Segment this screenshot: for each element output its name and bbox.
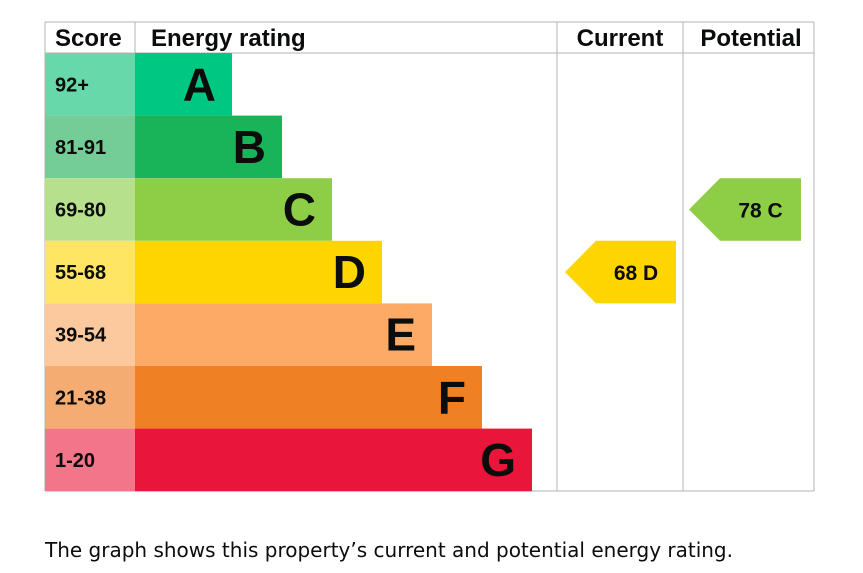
band-bar-a	[135, 53, 232, 116]
band-letter-f: F	[438, 371, 466, 423]
score-range-a: 92+	[55, 74, 89, 96]
band-bar-e	[135, 303, 432, 366]
band-letter-d: D	[333, 246, 366, 298]
score-cell-a	[45, 53, 135, 116]
band-bar-g	[135, 428, 532, 492]
current-header: Current	[577, 25, 664, 52]
band-bar-c	[135, 178, 332, 241]
score-range-d: 55-68	[55, 262, 106, 284]
current-rating-arrow	[565, 240, 676, 304]
band-letter-e: E	[385, 309, 416, 361]
score-cell-f	[45, 366, 135, 429]
score-cell-g	[45, 428, 135, 492]
score-range-c: 69-80	[55, 200, 106, 222]
rating-markers: 68 D 78 C	[565, 178, 801, 304]
score-cell-e	[45, 303, 135, 366]
score-cell-c	[45, 178, 135, 241]
potential-rating-arrow	[689, 178, 801, 241]
score-range-f: 21-38	[55, 387, 106, 409]
band-letter-a: A	[183, 58, 216, 110]
band-letter-c: C	[283, 184, 316, 236]
band-letter-g: G	[480, 434, 516, 486]
band-bar-d	[135, 240, 382, 304]
chart-caption: The graph shows this property’s current …	[45, 538, 733, 562]
current-rating-label: 68 D	[614, 262, 658, 285]
score-range-g: 1-20	[55, 450, 95, 472]
band-bar-b	[135, 115, 282, 179]
band-letter-b: B	[233, 121, 266, 173]
energy-rating-chart: Score Energy rating Current Potential 92…	[44, 21, 815, 492]
score-range-e: 39-54	[55, 325, 107, 347]
score-cell-b	[45, 115, 135, 179]
score-header: Score	[55, 25, 122, 52]
potential-header: Potential	[700, 25, 801, 52]
score-range-b: 81-91	[55, 137, 106, 159]
energy-rating-header: Energy rating	[151, 25, 306, 52]
rating-bands: 92+ A 81-91 B 69-80 C 55-68 D 39-54 E 21-38 F 1-20 G	[45, 53, 532, 492]
potential-rating-label: 78 C	[738, 200, 782, 223]
score-cell-d	[45, 240, 135, 304]
band-bar-f	[135, 366, 482, 429]
